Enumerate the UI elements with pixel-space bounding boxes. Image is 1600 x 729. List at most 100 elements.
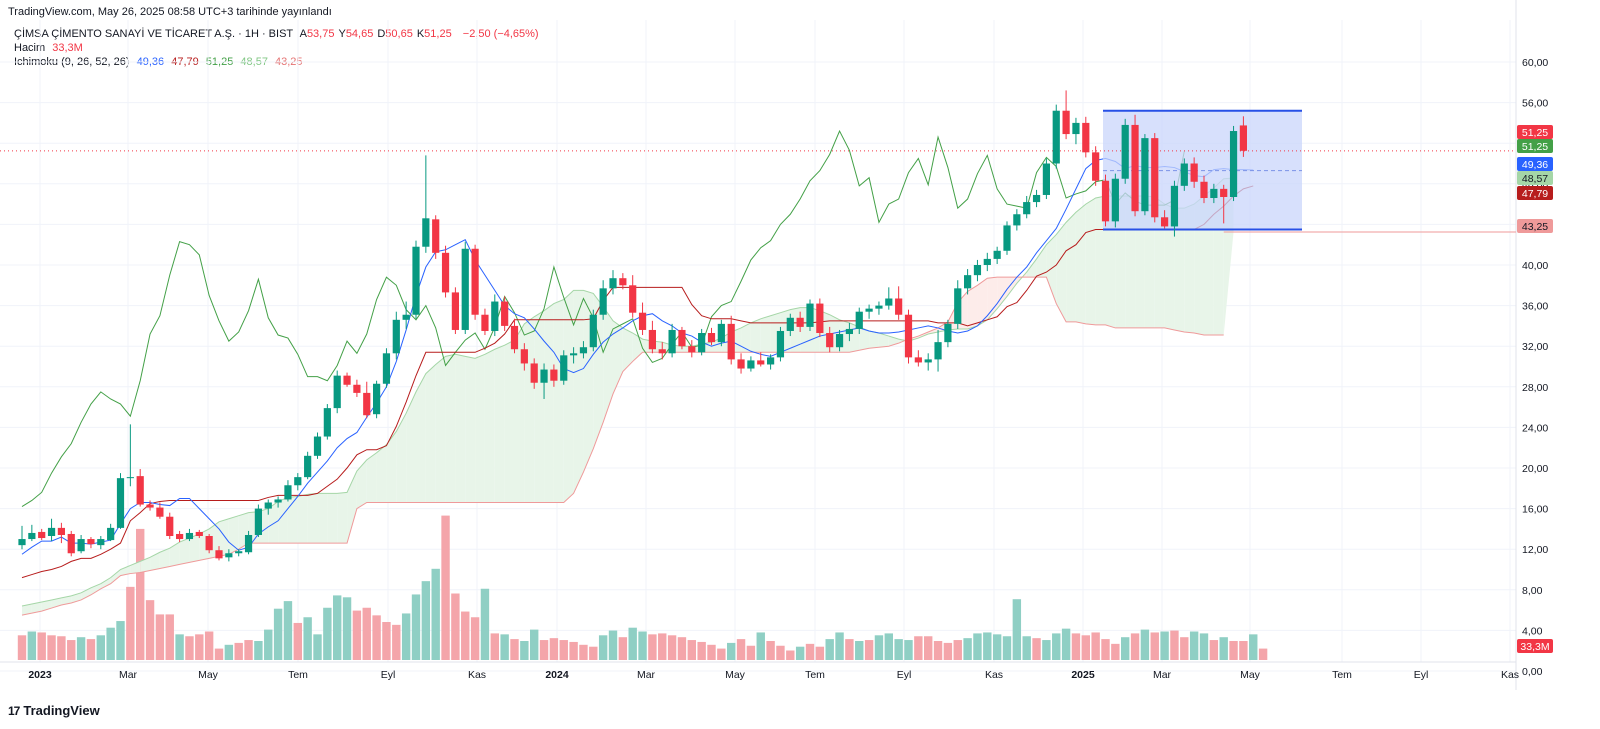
volume-bar (470, 617, 480, 660)
candle-body (678, 329, 686, 347)
ichimoku-cloud-segment (150, 552, 160, 571)
volume-bar (598, 635, 608, 660)
volume-bar (766, 641, 775, 660)
legend-ohlc-value-3: 51,25 (424, 28, 452, 40)
volume-bar (1189, 631, 1199, 660)
candle-body (1032, 194, 1041, 203)
candle-body (1023, 202, 1031, 215)
volume-bar (214, 648, 224, 660)
candle-body (441, 252, 450, 293)
candle-body (638, 312, 647, 330)
tradingview-icon: 17 (8, 703, 20, 718)
volume-bar (618, 637, 628, 660)
ichimoku-cloud-segment (159, 548, 170, 569)
price-axis-label: 51,25 (1522, 127, 1548, 139)
ichimoku-cloud-segment (307, 493, 318, 544)
volume-bar (539, 640, 549, 660)
volume-bar (1012, 599, 1022, 660)
candle-body (451, 292, 459, 330)
volume-bar (323, 607, 332, 660)
ichimoku-cloud-segment (445, 354, 456, 503)
volume-bar (175, 634, 184, 660)
candle-body (1042, 163, 1050, 195)
x-tick-label: May (725, 669, 746, 681)
candle-body (57, 527, 65, 535)
price-axis-label-bg (1517, 139, 1553, 153)
candle-body (983, 258, 991, 265)
candle-body (1052, 110, 1060, 164)
candle-body (904, 314, 913, 358)
candle-body (38, 531, 46, 539)
x-tick-label: Kas (468, 669, 486, 681)
volume-bar (264, 629, 273, 660)
tradingview-brand: TradingView (23, 703, 100, 718)
ichimoku-cloud-segment (484, 349, 495, 503)
ichimoku-cloud-segment (1085, 198, 1096, 325)
candle-body (599, 288, 607, 315)
volume-bar (1229, 641, 1238, 660)
candle-body (796, 317, 804, 327)
candle-body (373, 383, 381, 415)
candle-body (1161, 217, 1169, 227)
ichimoku-chikou-line (21, 129, 1185, 507)
volume-bar (441, 515, 450, 660)
volume-bar (1258, 648, 1268, 660)
candle-body (1121, 124, 1129, 179)
ichimoku-cloud-segment (435, 356, 446, 503)
volume-bar (17, 635, 27, 660)
candle-body (806, 303, 814, 327)
ichimoku-span-a-line (21, 177, 1234, 607)
candle-body (855, 311, 863, 329)
volume-bar (648, 634, 657, 660)
volume-bar (254, 641, 263, 660)
candle-body (1003, 225, 1011, 251)
ichimoku-cloud-segment (366, 452, 377, 503)
candle-body (491, 301, 499, 331)
price-axis-label: 48,57 (1522, 173, 1548, 185)
x-tick-label: 2024 (545, 669, 569, 681)
volume-bar (1081, 635, 1090, 660)
candle-body (658, 349, 666, 354)
candle-body (205, 536, 213, 551)
candle-body (333, 375, 341, 409)
candle-body (1141, 138, 1149, 212)
candle-body (353, 384, 361, 393)
volume-bar (86, 639, 96, 660)
candle-body (885, 298, 893, 306)
candle-body (993, 250, 1001, 259)
price-axis-label-bg (1517, 186, 1553, 200)
volume-bar (421, 581, 431, 660)
volume-bar (933, 641, 943, 660)
candle-body (107, 527, 115, 541)
ichimoku-cloud-segment (110, 569, 121, 584)
x-tick-label: 2023 (28, 669, 52, 681)
volume-bar (1219, 637, 1228, 660)
volume-bar (776, 645, 785, 660)
candle-body (156, 507, 164, 517)
candle-body (954, 288, 962, 324)
volume-bar (116, 621, 125, 660)
volume-bar (687, 640, 696, 660)
ichimoku-cloud-segment (1194, 195, 1204, 336)
candle-body (304, 455, 312, 478)
candle-body (126, 477, 134, 479)
volume-bar (195, 634, 204, 660)
candle-body (392, 319, 400, 354)
y-tick-label: 20,00 (1522, 463, 1548, 475)
volume-bar (155, 614, 165, 660)
ichimoku-cloud-segment (859, 326, 870, 351)
price-axis-label-bg (1517, 171, 1553, 185)
candle-body (244, 534, 253, 553)
ichimoku-cloud-segment (613, 320, 623, 394)
legend-ohlc-value-1: 54,65 (345, 28, 374, 40)
volume-bar (126, 586, 135, 660)
ichimoku-cloud-segment (534, 310, 545, 503)
volume-bar (1091, 632, 1100, 660)
tradingview-logo: 17 TradingView (8, 703, 100, 718)
ichimoku-cloud-segment (622, 327, 633, 372)
candle-body (176, 533, 184, 540)
ichimoku-cloud-segment (425, 364, 436, 503)
volume-bar (293, 622, 302, 660)
y-tick-label: 28,00 (1522, 382, 1548, 394)
